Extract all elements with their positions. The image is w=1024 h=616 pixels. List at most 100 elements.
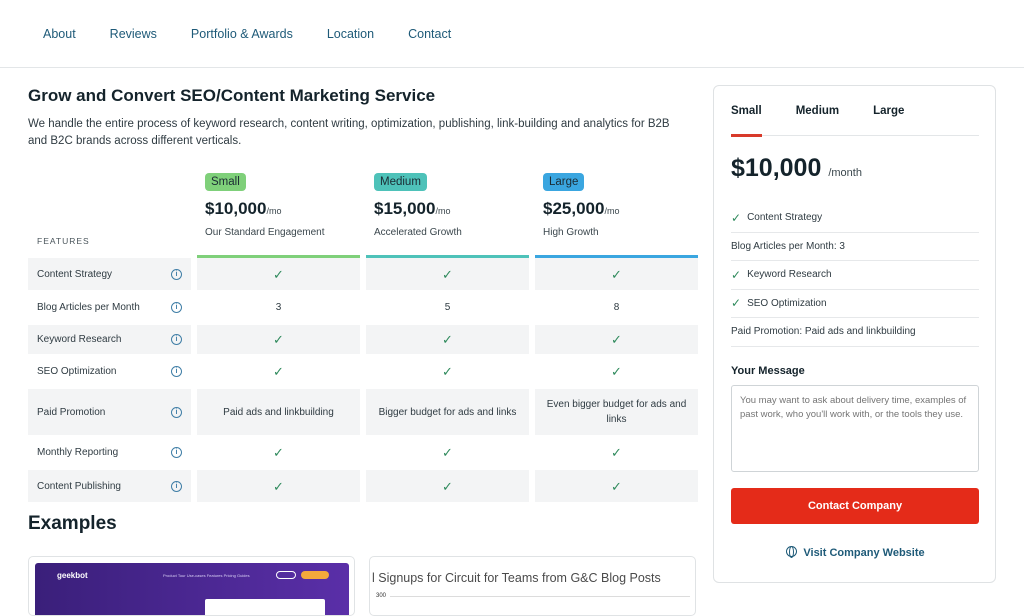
example-card-chart[interactable]: l Signups for Circuit for Teams from G&C… xyxy=(369,556,696,616)
plan-subtitle: Accelerated Growth xyxy=(374,227,462,238)
plan-badge: Large xyxy=(543,173,585,191)
example-chart-gridline xyxy=(390,596,690,597)
globe-icon xyxy=(786,546,798,558)
feature-name-cell: Content Publishing i xyxy=(28,470,191,502)
feature-value-cell: ✓ xyxy=(197,470,360,502)
example-login-pill xyxy=(276,571,296,579)
check-icon: ✓ xyxy=(611,445,622,460)
check-icon: ✓ xyxy=(273,266,284,282)
feature-value-cell: ✓ xyxy=(366,438,529,467)
feature-value-cell: Even bigger budget for ads and links xyxy=(535,389,698,435)
feature-value: Even bigger budget for ads and links xyxy=(546,399,687,425)
example-chart-ytick: 300 xyxy=(376,593,387,599)
nav-portfolio[interactable]: Portfolio & Awards xyxy=(190,26,293,41)
info-icon[interactable]: i xyxy=(171,480,182,492)
nav-reviews[interactable]: Reviews xyxy=(109,26,157,41)
sidebar-feature-item: ✓ Content Strategy xyxy=(731,204,979,233)
top-nav: About Reviews Portfolio & Awards Locatio… xyxy=(0,0,1024,68)
check-icon: ✓ xyxy=(731,210,742,225)
plan-price-value: $15,000 xyxy=(374,199,436,218)
example-mini-nav: Product Tour Use-cases Features Pricing … xyxy=(163,573,250,578)
feature-name: Keyword Research xyxy=(37,334,122,345)
check-icon: ✓ xyxy=(273,478,284,494)
feature-value-cell: 3 xyxy=(197,293,360,322)
nav-location[interactable]: Location xyxy=(326,26,375,41)
check-icon: ✓ xyxy=(442,332,453,347)
plan-price: $25,000/mo xyxy=(543,199,698,219)
feature-value: Paid ads and linkbuilding xyxy=(223,406,334,418)
check-icon: ✓ xyxy=(442,478,453,494)
feature-name: Blog Articles per Month xyxy=(37,302,140,313)
contact-company-button[interactable]: Contact Company xyxy=(731,488,979,524)
plan-price: $15,000/mo xyxy=(374,199,529,219)
sidebar-feature-text: Blog Articles per Month: 3 xyxy=(731,240,845,252)
feature-value: 3 xyxy=(275,302,282,313)
feature-name-cell: Content Strategy i xyxy=(28,258,191,290)
feature-value: 8 xyxy=(613,302,620,313)
info-icon[interactable]: i xyxy=(171,447,182,458)
plan-color-bar xyxy=(197,255,360,258)
feature-value-cell: Paid ads and linkbuilding xyxy=(197,389,360,435)
visit-website-link[interactable]: Visit Company Website xyxy=(714,546,997,559)
plan-price-unit: /mo xyxy=(435,206,451,216)
feature-value-cell: ✓ xyxy=(535,325,698,354)
feature-name: Paid Promotion xyxy=(37,406,106,418)
check-icon: ✓ xyxy=(611,332,622,347)
feature-value-cell: ✓ xyxy=(366,258,529,290)
info-icon[interactable]: i xyxy=(171,366,182,377)
plan-badge: Small xyxy=(205,173,246,191)
sidebar-price-value: $10,000 xyxy=(731,154,822,182)
feature-value-cell: ✓ xyxy=(197,357,360,386)
feature-value-cell: ✓ xyxy=(366,470,529,502)
message-textarea[interactable] xyxy=(731,385,979,472)
plan-color-bar xyxy=(366,255,529,258)
feature-name: SEO Optimization xyxy=(37,366,117,377)
info-icon[interactable]: i xyxy=(171,406,182,418)
info-icon[interactable]: i xyxy=(171,302,182,313)
feature-value-cell: ✓ xyxy=(535,258,698,290)
feature-name: Content Strategy xyxy=(37,268,113,280)
feature-name-cell: Monthly Reporting i xyxy=(28,438,191,467)
message-label: Your Message xyxy=(731,365,805,377)
check-icon: ✓ xyxy=(442,266,453,282)
example-screenshot: geekbot Product Tour Use-cases Features … xyxy=(35,563,349,615)
sidebar-feature-text: Paid Promotion: Paid ads and linkbuildin… xyxy=(731,326,916,338)
feature-name: Monthly Reporting xyxy=(37,447,119,458)
feature-name-cell: Keyword Research i xyxy=(28,325,191,354)
sidebar-feature-item: ✓ Keyword Research xyxy=(731,261,979,290)
tab-small[interactable]: Small xyxy=(731,86,762,137)
service-main: Grow and Convert SEO/Content Marketing S… xyxy=(28,86,698,616)
table-row: Keyword Research i ✓ ✓ ✓ xyxy=(28,325,698,354)
sidebar-feature-item: ✓ SEO Optimization xyxy=(731,290,979,318)
feature-name-cell: Paid Promotion i xyxy=(28,389,191,435)
feature-value-cell: ✓ xyxy=(197,325,360,354)
info-icon[interactable]: i xyxy=(171,268,182,280)
table-row: Paid Promotion i Paid ads and linkbuilding… xyxy=(28,389,698,435)
sidebar-price-unit: /month xyxy=(828,167,862,179)
feature-value-cell: ✓ xyxy=(535,470,698,502)
feature-value: 5 xyxy=(444,302,451,313)
nav-contact[interactable]: Contact xyxy=(408,26,452,41)
check-icon: ✓ xyxy=(273,332,284,347)
example-card-geekbot[interactable]: geekbot Product Tour Use-cases Features … xyxy=(28,556,355,616)
sidebar-price: $10,000 /month xyxy=(731,154,862,183)
plan-subtitle: Our Standard Engagement xyxy=(205,227,325,238)
example-panel xyxy=(205,599,325,615)
sidebar-feature-text: SEO Optimization xyxy=(747,297,827,309)
sidebar-feature-item: Blog Articles per Month: 3 xyxy=(731,233,979,261)
feature-value-cell: ✓ xyxy=(535,438,698,467)
nav-about[interactable]: About xyxy=(43,26,76,41)
check-icon: ✓ xyxy=(442,445,453,460)
geekbot-logo: geekbot xyxy=(57,571,88,580)
check-icon: ✓ xyxy=(273,364,284,379)
plan-color-bar xyxy=(535,255,698,258)
check-icon: ✓ xyxy=(611,364,622,379)
tab-medium[interactable]: Medium xyxy=(795,105,840,117)
info-icon[interactable]: i xyxy=(171,334,182,345)
example-chart-title: l Signups for Circuit for Teams from G&C… xyxy=(372,571,661,585)
check-icon: ✓ xyxy=(273,445,284,460)
tab-large[interactable]: Large xyxy=(873,105,905,117)
feature-name-cell: Blog Articles per Month i xyxy=(28,293,191,322)
check-icon: ✓ xyxy=(611,266,622,282)
feature-value-cell: ✓ xyxy=(366,325,529,354)
